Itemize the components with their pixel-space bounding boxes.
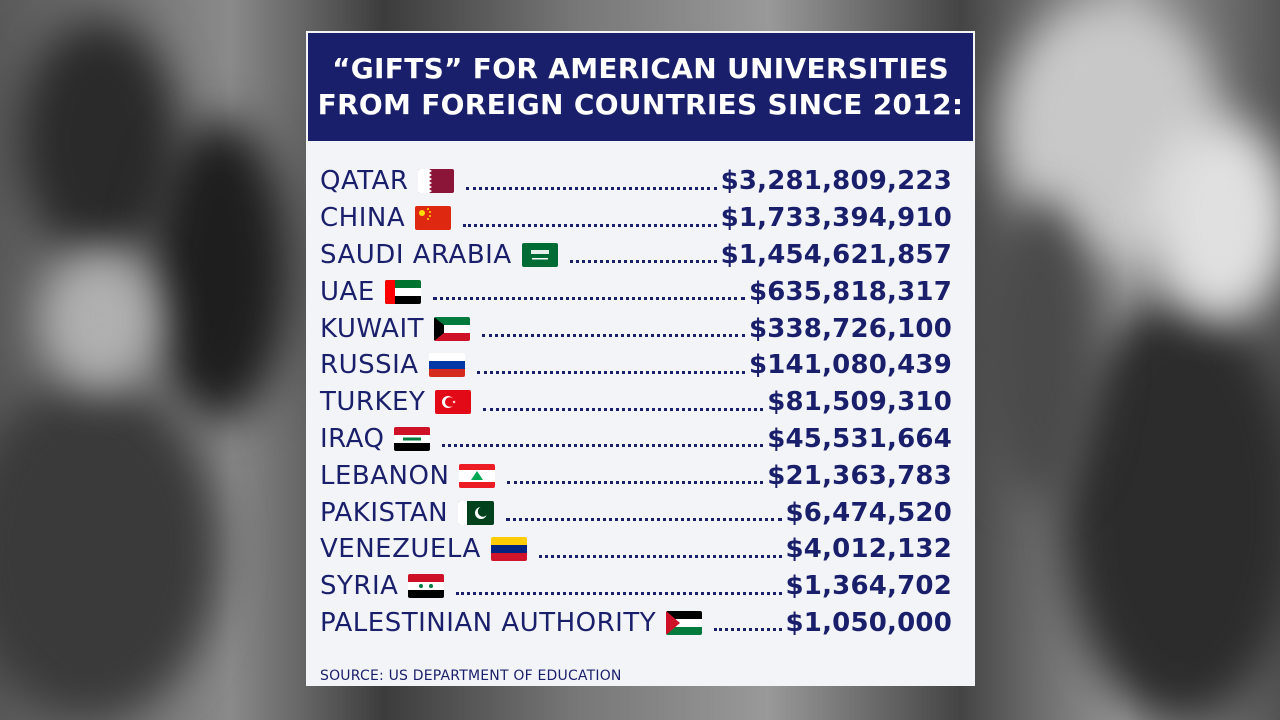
gift-row: UAE $635,818,317: [320, 273, 952, 310]
country-name: IRAQ: [320, 423, 385, 454]
dot-leader: [442, 418, 764, 448]
russia-flag-icon: [428, 353, 465, 378]
uae-flag-icon: [384, 279, 421, 304]
gift-row: RUSSIA $141,080,439: [320, 347, 952, 384]
gift-row: VENEZUELA $4,012,132: [320, 531, 952, 568]
dot-leader: [466, 161, 717, 190]
saudi-arabia-flag-icon: [521, 242, 558, 267]
qatar-flag-icon: [418, 169, 455, 194]
gift-amount: $3,281,809,223: [720, 166, 952, 197]
title-line-2: FROM FOREIGN COUNTRIES SINCE 2012:: [317, 88, 964, 121]
dot-leader: [714, 602, 782, 632]
pakistan-flag-icon: [458, 500, 495, 525]
venezuela-flag-icon: [490, 537, 527, 562]
gift-row: IRAQ $45,531,664: [320, 421, 952, 458]
turkey-flag-icon: [435, 390, 472, 415]
dot-leader: [476, 345, 745, 374]
dot-leader: [506, 492, 782, 522]
dot-leader: [538, 529, 782, 558]
gifts-list: QATAR $3,281,809,223 CHINA $1,733,394,910 SA…: [320, 163, 952, 641]
gift-amount: $45,531,664: [767, 423, 952, 454]
country-name: LEBANON: [320, 460, 450, 491]
gift-amount: $21,363,783: [767, 460, 952, 491]
iraq-flag-icon: [394, 426, 431, 451]
source-note: SOURCE: US DEPARTMENT OF EDUCATION: [320, 668, 622, 684]
country-name: KUWAIT: [320, 313, 425, 344]
kuwait-flag-icon: [434, 316, 471, 341]
dot-leader: [432, 271, 745, 301]
gift-row: KUWAIT $338,726,100: [320, 310, 952, 347]
country-name: RUSSIA: [320, 350, 419, 381]
dot-leader: [482, 308, 745, 338]
gift-amount: $1,364,702: [785, 571, 952, 602]
gift-row: SYRIA $1,364,702: [320, 568, 952, 605]
country-name: SAUDI ARABIA: [320, 239, 512, 270]
infographic-card: “GIFTS” FOR AMERICAN UNIVERSITIES FROM F…: [306, 31, 975, 686]
gift-row: LEBANON $21,363,783: [320, 457, 952, 494]
gift-amount: $1,454,621,857: [720, 239, 952, 270]
palestine-flag-icon: [666, 610, 703, 635]
title-line-1: “GIFTS” FOR AMERICAN UNIVERSITIES: [332, 52, 949, 85]
dot-leader: [463, 198, 717, 227]
gift-row: QATAR $3,281,809,223: [320, 163, 952, 200]
gift-amount: $6,474,520: [785, 497, 952, 528]
gift-row: PAKISTAN $6,474,520: [320, 494, 952, 531]
infographic-header: “GIFTS” FOR AMERICAN UNIVERSITIES FROM F…: [308, 33, 973, 141]
dot-leader: [569, 234, 717, 264]
gift-amount: $338,726,100: [748, 313, 952, 344]
gift-row: PALESTINIAN AUTHORITY $1,050,000: [320, 605, 952, 642]
dot-leader: [507, 455, 764, 485]
country-name: PALESTINIAN AUTHORITY: [320, 607, 657, 638]
gift-amount: $635,818,317: [748, 276, 952, 307]
gift-amount: $1,733,394,910: [720, 203, 952, 234]
china-flag-icon: [415, 206, 452, 231]
gift-amount: $1,050,000: [785, 607, 952, 638]
gift-row: TURKEY $81,509,310: [320, 384, 952, 421]
gift-amount: $141,080,439: [748, 350, 952, 381]
country-name: PAKISTAN: [320, 497, 449, 528]
gift-amount: $81,509,310: [767, 387, 952, 418]
gift-row: SAUDI ARABIA $1,454,621,857: [320, 237, 952, 274]
gift-row: CHINA $1,733,394,910: [320, 200, 952, 237]
lebanon-flag-icon: [459, 463, 496, 488]
country-name: QATAR: [320, 166, 409, 197]
gift-amount: $4,012,132: [785, 534, 952, 565]
country-name: SYRIA: [320, 571, 399, 602]
dot-leader: [483, 382, 764, 411]
country-name: CHINA: [320, 203, 406, 234]
dot-leader: [456, 566, 782, 595]
country-name: TURKEY: [320, 387, 426, 418]
country-name: VENEZUELA: [320, 534, 481, 565]
country-name: UAE: [320, 276, 375, 307]
syria-flag-icon: [408, 574, 445, 599]
